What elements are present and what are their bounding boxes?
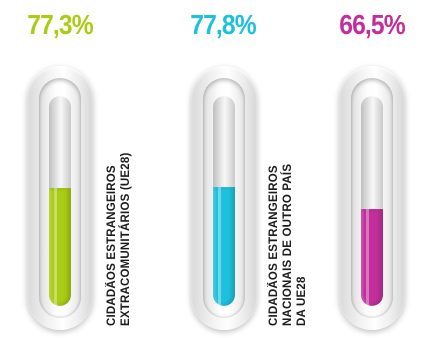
gauge	[339, 66, 405, 330]
gauge-fill	[213, 187, 235, 306]
value-label: 66,5%	[339, 9, 405, 40]
gauge-tube	[213, 96, 235, 306]
gauge-fill	[49, 188, 71, 306]
value-label: 77,3%	[27, 9, 93, 40]
gauge	[27, 66, 93, 330]
gauge-well	[351, 78, 393, 318]
value-label: 77,8%	[190, 9, 256, 40]
gauge-well	[39, 78, 81, 318]
gauge	[191, 66, 257, 330]
gauge-tube	[49, 96, 71, 306]
gauge-well	[203, 78, 245, 318]
category-label: CIDADÃOS ESTRANGEIROS NACIONAIS DE OUTRO…	[268, 163, 308, 326]
category-label: CIDADÃOS ESTRANGEIROS EXTRACOMUNITÁRIOS …	[106, 152, 132, 326]
gauge-fill	[361, 208, 383, 306]
gauge-tube	[361, 96, 383, 306]
